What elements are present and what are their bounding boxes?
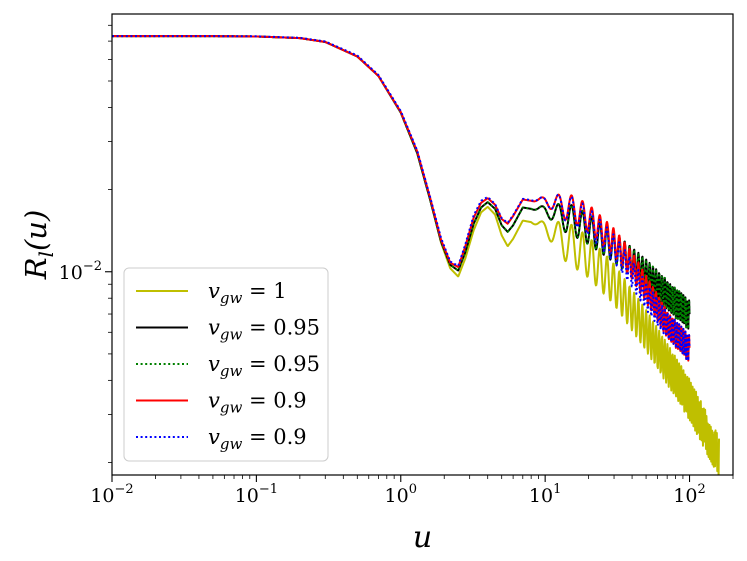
- x-tick-label: 102: [673, 482, 705, 507]
- ticks-layer: [105, 24, 734, 482]
- x-tick-label: 10−2: [90, 482, 133, 507]
- x-axis-label: u: [413, 520, 432, 555]
- legend-label: vgw = 0.9: [208, 425, 307, 453]
- plot-frame: [111, 13, 734, 476]
- legend-label: vgw = 0.95: [208, 352, 320, 380]
- legend-label: vgw = 1: [208, 279, 287, 307]
- y-tick-label: 10−2: [59, 259, 102, 284]
- y-axis-label: Rl(u): [19, 210, 58, 281]
- series-line-4: [112, 35, 691, 362]
- labels-layer: 10−2 10−1 100 101 102 10−2 u Rl(u): [19, 210, 706, 555]
- legend-box: [123, 267, 329, 462]
- legend: vgw = 1 vgw = 0.95 vgw = 0.95 vgw = 0.9 vgw …: [123, 267, 329, 462]
- legend-label: vgw = 0.9: [208, 389, 307, 417]
- legend-label: vgw = 0.95: [208, 316, 320, 344]
- x-tick-label: 101: [529, 482, 561, 507]
- x-tick-label: 100: [385, 482, 417, 507]
- series-layer: [112, 35, 721, 475]
- x-tick-label: 10−1: [235, 482, 278, 507]
